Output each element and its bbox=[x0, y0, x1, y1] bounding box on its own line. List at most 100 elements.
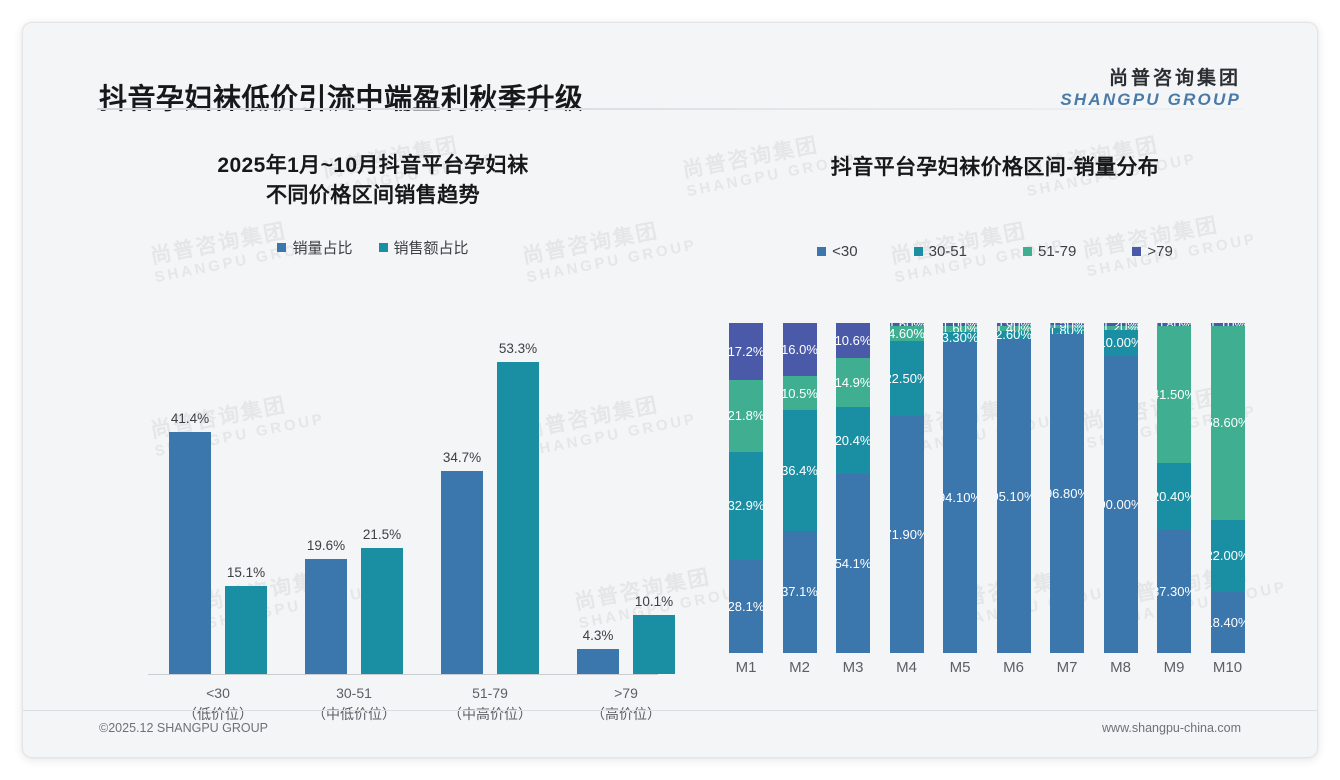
bar-value-label: 21.5% bbox=[362, 527, 402, 542]
stacked-bar-segment[interactable]: 32.9% bbox=[729, 451, 763, 561]
stacked-bar-segment[interactable]: 1.80% bbox=[1050, 327, 1084, 334]
bar-rect[interactable] bbox=[497, 362, 539, 674]
stacked-bar-segment[interactable]: 20.4% bbox=[836, 407, 870, 475]
bar-rect[interactable] bbox=[441, 471, 483, 674]
stacked-bar-segment[interactable]: 3.30% bbox=[943, 331, 977, 343]
stacked-bar-segment[interactable]: 1.20% bbox=[1103, 323, 1138, 326]
bar-column[interactable]: 15.1% bbox=[225, 565, 267, 674]
stacked-bar-segment[interactable]: 37.30% bbox=[1157, 529, 1191, 653]
stacked-bar-segment[interactable]: 14.9% bbox=[836, 357, 870, 408]
legend-right-item-0[interactable]: <30 bbox=[817, 243, 858, 260]
segment-value-label: 20.40% bbox=[1157, 488, 1191, 504]
stacked-bar-column[interactable]: 17.2% 21.8% 32.9% 28.1% bbox=[729, 323, 763, 653]
bar-column[interactable]: 21.5% bbox=[361, 527, 403, 674]
segment-value-label: 54.1% bbox=[836, 556, 870, 572]
segment-value-label: 71.90% bbox=[890, 526, 924, 542]
bar-column[interactable]: 41.4% bbox=[169, 411, 211, 674]
bar-rect[interactable] bbox=[361, 548, 403, 674]
segment-value-label: 0.90% bbox=[1050, 325, 1084, 328]
bar-rect[interactable] bbox=[577, 649, 619, 674]
stacked-bar-segment[interactable]: 54.1% bbox=[836, 474, 870, 653]
legend-right-item-2[interactable]: 51-79 bbox=[1023, 243, 1076, 260]
stacked-bar-column[interactable]: 16.0% 10.5% 36.4% 37.1% bbox=[782, 323, 817, 653]
stacked-bar-segment[interactable]: 21.8% bbox=[729, 379, 763, 452]
stacked-bar-segment[interactable]: 28.1% bbox=[729, 560, 763, 653]
stacked-bar-segment[interactable]: 58.60% bbox=[1210, 326, 1245, 520]
stacked-bar-segment[interactable]: 1.20% bbox=[1103, 325, 1138, 330]
stacked-bar-segment[interactable]: 16.0% bbox=[782, 323, 817, 376]
stacked-bar-segment[interactable]: 36.4% bbox=[782, 410, 817, 531]
category-label: >79 （高价位） bbox=[563, 683, 689, 725]
stacked-bar-segment[interactable]: 41.50% bbox=[1157, 325, 1191, 463]
stacked-bar-column[interactable]: 10.6% 14.9% 20.4% 54.1% bbox=[836, 323, 870, 653]
stacked-bar-segment[interactable]: 1.00% bbox=[943, 323, 977, 327]
stacked-bar-segment[interactable]: 18.40% bbox=[1210, 592, 1245, 653]
stacked-bar-segment[interactable]: 1.60% bbox=[943, 326, 977, 332]
stacked-bar-segment[interactable]: 22.50% bbox=[889, 341, 924, 416]
stacked-bar-segment[interactable]: 17.2% bbox=[729, 323, 763, 380]
stacked-bar-column[interactable]: 0.80% 41.50% 20.40% 37.30% bbox=[1157, 323, 1191, 653]
bar-column[interactable]: 34.7% bbox=[441, 450, 483, 674]
stacked-bar-segment[interactable]: 37.1% bbox=[782, 530, 817, 653]
stacked-bar-segment[interactable]: 94.10% bbox=[943, 342, 977, 653]
stacked-bar-segment[interactable]: 1.10% bbox=[1210, 323, 1245, 327]
stacked-bar-segment[interactable]: 0.50% bbox=[1050, 323, 1084, 325]
stacked-bar-segment[interactable]: 1.40% bbox=[996, 325, 1031, 331]
stacked-bar-segment[interactable]: 10.6% bbox=[836, 323, 870, 358]
bar-rect[interactable] bbox=[225, 586, 267, 674]
chart-title-left: 2025年1月~10月抖音平台孕妇袜 不同价格区间销售趋势 bbox=[63, 151, 683, 211]
legend-right-item-3[interactable]: >79 bbox=[1132, 243, 1173, 260]
bar-group: 41.4% 15.1% bbox=[155, 323, 281, 674]
stacked-bar-segment[interactable]: 20.40% bbox=[1157, 462, 1191, 530]
slide-canvas: 抖音孕妇袜低价引流中端盈利秋季升级 尚普咨询集团 SHANGPU GROUP 尚… bbox=[22, 22, 1318, 758]
bar-rect[interactable] bbox=[169, 432, 211, 674]
stacked-bar-column[interactable]: 1.10% 58.60% 22.00% 18.40% bbox=[1210, 323, 1245, 653]
bar-value-label: 4.3% bbox=[582, 628, 614, 643]
month-label: M4 bbox=[896, 659, 917, 676]
bar-column[interactable]: 53.3% bbox=[497, 341, 539, 674]
bar-value-label: 53.3% bbox=[498, 341, 538, 356]
stacked-bar-segment[interactable]: 0.90% bbox=[1050, 324, 1084, 328]
segment-value-label: 20.4% bbox=[836, 433, 870, 449]
segment-value-label: 17.2% bbox=[729, 343, 763, 359]
stacked-bar-column[interactable]: 0.50%0.90%1.80% 96.80% bbox=[1050, 323, 1084, 653]
stacked-bar-segment[interactable]: 0.90% bbox=[996, 323, 1031, 326]
month-label: M7 bbox=[1056, 659, 1078, 676]
stacked-bar-segment[interactable]: 96.80% bbox=[1050, 333, 1084, 653]
bar-rect[interactable] bbox=[633, 615, 675, 674]
stacked-bar-column[interactable]: 1.60%4.60% 22.50% 71.90% bbox=[889, 323, 924, 653]
header-divider bbox=[97, 108, 1243, 110]
stacked-bar-column[interactable]: 0.90%1.40%2.60% 95.10% bbox=[996, 323, 1031, 653]
brand-logo: 尚普咨询集团 SHANGPU GROUP bbox=[1060, 69, 1241, 109]
stacked-bar-segment[interactable]: 10.5% bbox=[782, 375, 817, 411]
stacked-bar-segment[interactable]: 22.00% bbox=[1210, 519, 1245, 593]
segment-value-label: 21.8% bbox=[729, 408, 763, 424]
segment-value-label: 10.5% bbox=[782, 385, 817, 401]
legend-label: 30-51 bbox=[928, 242, 967, 260]
stacked-bar-segment[interactable]: 2.60% bbox=[996, 330, 1031, 340]
stacked-bar-segment[interactable]: 71.90% bbox=[889, 415, 924, 653]
legend-right-item-1[interactable]: 30-51 bbox=[913, 242, 967, 260]
segment-value-label: 10.6% bbox=[836, 332, 870, 348]
stacked-bar-segment[interactable]: 0.80% bbox=[1157, 323, 1191, 326]
legend-left-item-1[interactable]: 销售额占比 bbox=[378, 237, 469, 258]
stacked-bar-segment[interactable]: 1.60% bbox=[889, 323, 924, 327]
bar-column[interactable]: 19.6% bbox=[305, 538, 347, 674]
segment-value-label: 1.00% bbox=[943, 323, 977, 326]
legend-left-item-0[interactable]: 销量占比 bbox=[277, 237, 353, 258]
legend-swatch-icon bbox=[277, 242, 287, 252]
stacked-bar-segment[interactable]: 95.10% bbox=[996, 339, 1031, 653]
stacked-bar-column[interactable]: 1.20%1.20%10.00%90.00% bbox=[1103, 323, 1138, 653]
stacked-bar-column[interactable]: 1.00%1.60%3.30% 94.10% bbox=[943, 323, 977, 653]
bar-value-label: 34.7% bbox=[442, 450, 482, 465]
bar-rect[interactable] bbox=[305, 559, 347, 674]
bar-column[interactable]: 4.3% bbox=[577, 628, 619, 674]
stacked-bar-segment[interactable]: 10.00% bbox=[1103, 329, 1138, 356]
footer-copyright: ©2025.12 SHANGPU GROUP bbox=[99, 721, 268, 735]
stacked-bar-segment[interactable]: 90.00% bbox=[1103, 355, 1138, 653]
bar-column[interactable]: 10.1% bbox=[633, 594, 675, 674]
chart-legend-right: <30 30-51 51-79 >79 bbox=[695, 243, 1295, 260]
segment-value-label: 58.60% bbox=[1211, 415, 1245, 431]
category-label-tier: （中低价位） bbox=[312, 706, 396, 722]
stacked-bar-segment[interactable]: 4.60% bbox=[889, 326, 924, 342]
